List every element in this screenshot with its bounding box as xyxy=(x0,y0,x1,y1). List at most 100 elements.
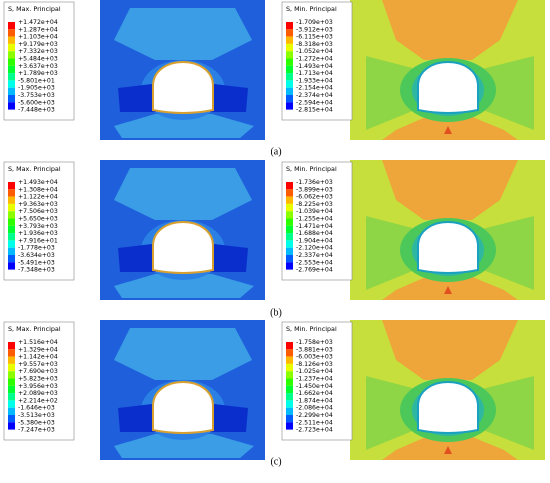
legend-swatch xyxy=(286,371,293,379)
legend-swatch xyxy=(286,182,293,190)
legend-value: -5.491e+03 xyxy=(18,259,55,266)
legend-value: +9.179e+03 xyxy=(18,41,58,48)
legend-swatch xyxy=(8,87,15,95)
legend-value: -1.237e+04 xyxy=(296,376,333,383)
legend-swatch xyxy=(286,415,293,423)
legend-value: -2.154e+04 xyxy=(296,85,333,92)
legend-swatch xyxy=(8,58,15,66)
contour-region xyxy=(114,8,252,60)
legend-swatch xyxy=(286,233,293,241)
legend-title: S, Min. Principal xyxy=(286,325,337,333)
legend-value: +5.650e+03 xyxy=(18,216,58,223)
legend-value: -2.815e+04 xyxy=(296,107,333,114)
legend-value: +5.484e+03 xyxy=(18,56,58,63)
legend-swatch xyxy=(8,29,15,37)
legend-value: -2.723e+04 xyxy=(296,427,333,434)
legend-value: -2.511e+04 xyxy=(296,419,333,426)
legend-value: -3.881e+03 xyxy=(296,346,333,353)
legend-box xyxy=(3,1,75,121)
legend-swatch xyxy=(8,233,15,241)
legend-swatch xyxy=(286,422,293,430)
legend-title: S, Max. Principal xyxy=(8,5,61,13)
legend-value: -2.337e+04 xyxy=(296,252,333,259)
legend-swatch xyxy=(8,356,15,364)
opening xyxy=(417,221,479,274)
opening xyxy=(152,381,214,434)
panel-row: S, Max. Principal+1.493e+04+1.308e+04+1.… xyxy=(3,160,545,300)
legend-value: +1.516e+04 xyxy=(18,339,58,346)
legend-swatch xyxy=(8,342,15,350)
legend-swatch xyxy=(286,262,293,270)
legend-swatch xyxy=(286,247,293,255)
legend-value: -1.255e+04 xyxy=(296,216,333,223)
legend-value: -1.905e+03 xyxy=(18,85,55,92)
panel-row: S, Max. Principal +1.516e+04+1.329e+04+1.… xyxy=(3,320,545,460)
legend-swatch xyxy=(286,342,293,350)
legend-value: -3.634e+03 xyxy=(18,252,55,259)
legend-swatch xyxy=(8,80,15,88)
legend-value: +1.142e+04 xyxy=(18,354,58,361)
legend-value: +9.363e+03 xyxy=(18,201,58,208)
legend-swatch xyxy=(286,407,293,415)
legend-value: -1.662e+04 xyxy=(296,390,333,397)
legend-value: -5.600e+03 xyxy=(18,99,55,106)
contour-region xyxy=(210,404,248,432)
legend-swatch xyxy=(286,73,293,81)
legend-swatch xyxy=(286,356,293,364)
opening xyxy=(417,61,479,114)
legend-value: +1.103e+04 xyxy=(18,34,58,41)
legend-swatch xyxy=(286,196,293,204)
contour-region xyxy=(114,114,254,138)
legend-swatch xyxy=(8,73,15,81)
legend-value: -2.120e+04 xyxy=(296,245,333,252)
legend-swatch xyxy=(8,196,15,204)
legend-value: +3.793e+03 xyxy=(18,223,58,230)
legend-value: +2.214e+02 xyxy=(18,397,58,404)
contour-region xyxy=(118,244,156,272)
legend-swatch xyxy=(286,189,293,197)
legend-swatch xyxy=(8,211,15,219)
legend-value: -6.115e+03 xyxy=(296,34,333,41)
legend-value: +2.089e+03 xyxy=(18,390,58,397)
legend-swatch xyxy=(8,51,15,59)
legend-swatch xyxy=(8,407,15,415)
legend-swatch xyxy=(286,385,293,394)
legend-swatch xyxy=(8,371,15,379)
panel-row: S, Max. Principal+1.472e+04+1.287e+04+1.… xyxy=(3,0,545,140)
legend-value: +7.332e+03 xyxy=(18,48,58,55)
legend-swatch xyxy=(286,203,293,212)
legend-value: -1.709e+03 xyxy=(296,19,333,26)
legend-value: -1.039e+04 xyxy=(296,208,333,215)
legend-swatch xyxy=(8,182,15,190)
legend-swatch xyxy=(8,415,15,423)
legend-value: -1.933e+04 xyxy=(296,77,333,84)
contour-region xyxy=(114,434,254,458)
legend-title: S, Min. Principal xyxy=(286,5,337,13)
legend-swatch xyxy=(8,393,15,401)
legend-value: -2.086e+04 xyxy=(296,405,333,412)
legend-value: -1.450e+04 xyxy=(296,383,333,390)
legend-swatch xyxy=(8,349,15,357)
legend-title: S, Min. Principal xyxy=(286,165,337,173)
legend-swatch xyxy=(8,95,15,103)
contour-region xyxy=(382,0,518,60)
contour-region xyxy=(382,276,518,300)
legend-swatch xyxy=(8,22,15,30)
legend-swatch xyxy=(8,218,15,226)
legend-value: -7.348e+03 xyxy=(18,267,55,274)
legend-value: -5.380e+03 xyxy=(18,419,55,426)
legend-value: +1.472e+04 xyxy=(18,19,58,26)
legend-swatch xyxy=(286,255,293,263)
legend-swatch xyxy=(8,225,15,234)
legend-value: -3.899e+03 xyxy=(296,186,333,193)
legend-value: -1.493e+04 xyxy=(296,63,333,70)
legend-value: +1.789e+03 xyxy=(18,70,58,77)
legend-swatch xyxy=(8,422,15,430)
legend-swatch xyxy=(8,203,15,212)
legend-swatch xyxy=(286,87,293,95)
legend-value: +1.122e+04 xyxy=(18,194,58,201)
legend-swatch xyxy=(8,255,15,263)
legend-swatch xyxy=(286,378,293,386)
legend-swatch xyxy=(8,247,15,255)
legend-value: +1.308e+04 xyxy=(18,186,58,193)
